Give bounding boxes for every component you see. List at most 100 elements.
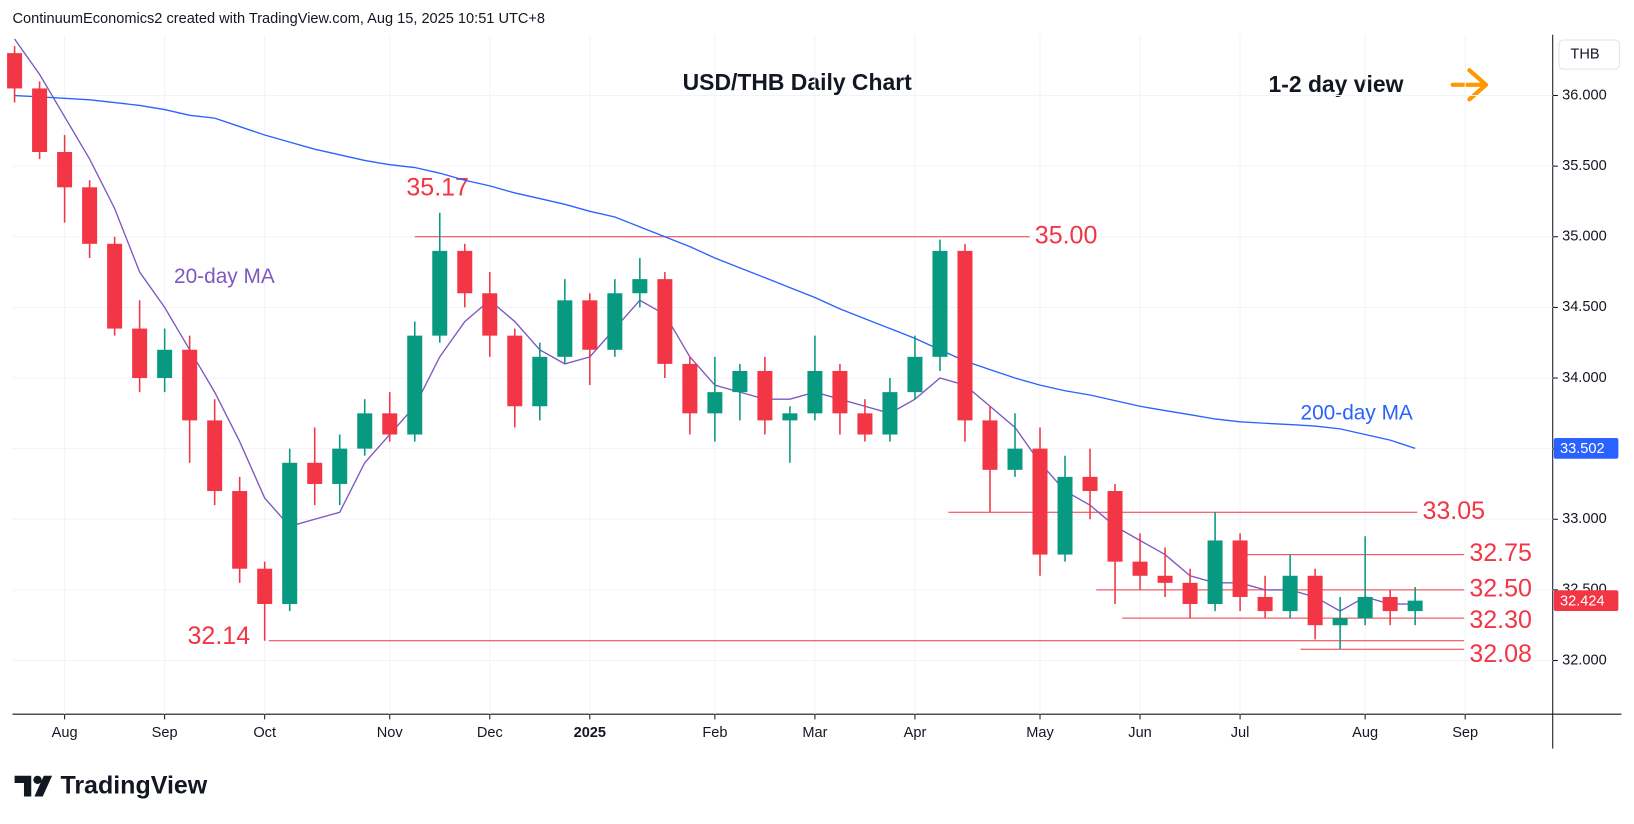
x-tick-label: Oct [253, 725, 276, 741]
level-label: 32.50 [1469, 575, 1532, 603]
level-label: 33.05 [1422, 497, 1485, 525]
logo-text: TradingView [60, 772, 207, 800]
candle-body [332, 448, 348, 484]
candle-body [982, 420, 998, 470]
x-tick-label: May [1026, 725, 1054, 741]
candle-body [1057, 476, 1073, 555]
candle-body [282, 462, 298, 605]
candle-body [382, 413, 398, 435]
x-tick-label: Aug [52, 725, 78, 741]
level-label: 35.00 [1035, 221, 1098, 249]
candle-body [1307, 575, 1323, 626]
candle-body [157, 349, 173, 379]
candle-body [1282, 575, 1298, 612]
x-tick-label: Apr [904, 725, 927, 741]
y-tick-label: 33.000 [1562, 511, 1607, 527]
legend-label: 20-day MA [174, 265, 275, 288]
candle-body [1082, 476, 1098, 492]
candle-body [107, 243, 123, 329]
x-tick-label: 2025 [574, 725, 606, 741]
last-price-tag: 32.424 [1560, 594, 1605, 610]
x-tick-label: Mar [802, 725, 827, 741]
ma-line [14, 94, 1416, 450]
ma-price-tag-box [1553, 437, 1619, 459]
y-tick-label: 36.000 [1562, 87, 1607, 103]
annotation: 35.17 [406, 173, 469, 201]
candle-body [57, 152, 73, 188]
candle-body [882, 392, 898, 435]
candle-body [1132, 561, 1148, 576]
candle-body [257, 568, 273, 605]
candle-body [607, 293, 623, 350]
grid [12, 34, 1553, 715]
candle-body [1407, 600, 1423, 612]
candle-body [1382, 596, 1398, 612]
candle-body [807, 370, 823, 414]
candle-body [32, 88, 48, 153]
candle-body [1232, 540, 1248, 597]
candle-body [307, 462, 323, 484]
candle-body [507, 335, 523, 407]
level-label: 32.30 [1469, 606, 1532, 634]
logo: TradingView [14, 772, 208, 800]
candle-body [682, 363, 698, 414]
x-tick-label: Aug [1352, 725, 1378, 741]
candle-body [232, 491, 248, 569]
candle-body [1157, 575, 1173, 583]
candle-body [857, 413, 873, 435]
header: ContinuumEconomics2 created with Trading… [13, 11, 546, 27]
candle-body [482, 293, 498, 336]
candle-body [1357, 596, 1373, 619]
candle-body [457, 250, 473, 294]
currency: THB [1570, 46, 1599, 62]
candle-body [632, 279, 648, 294]
candle-body [1182, 582, 1198, 605]
candle-body [657, 279, 673, 364]
candle-body [1332, 618, 1348, 626]
candle-body [407, 335, 423, 435]
level-label: 32.14 [188, 622, 251, 650]
y-tick-label: 35.000 [1562, 229, 1607, 245]
candle-body [82, 187, 98, 244]
arrow [1450, 68, 1489, 102]
x-tick-label: Nov [377, 725, 404, 741]
candle-body [1107, 491, 1123, 562]
level-label: 32.75 [1469, 539, 1532, 567]
y-tick-label: 35.500 [1562, 158, 1607, 174]
ma-price-tag: 33.502 [1560, 441, 1605, 457]
candle-body [707, 392, 723, 414]
x-tick-label: Feb [702, 725, 727, 741]
candle-body [207, 420, 223, 492]
candle-body [532, 356, 548, 407]
candle-body [182, 349, 198, 421]
candle-body [932, 250, 948, 357]
view-label: 1-2 day view [1268, 71, 1403, 97]
candle-body [907, 356, 923, 393]
candle-body [957, 250, 973, 421]
x-tick-label: Dec [477, 725, 503, 741]
candle-body [1032, 448, 1048, 555]
x-tick-label: Jul [1231, 725, 1250, 741]
chart-title: USD/THB Daily Chart [683, 69, 912, 95]
candle-body [557, 300, 573, 357]
y-tick-label: 32.000 [1562, 652, 1607, 668]
candle-body [582, 300, 598, 350]
candle-body [782, 413, 798, 421]
candle-body [832, 370, 848, 414]
last-price-tag-box [1553, 590, 1619, 612]
candle-body [1007, 448, 1023, 470]
x-tick-label: Sep [152, 725, 178, 741]
candle-body [132, 328, 148, 379]
candle-body [1207, 540, 1223, 605]
legend-label: 200-day MA [1301, 402, 1413, 425]
y-tick-label: 34.000 [1562, 370, 1607, 386]
currency-box [1558, 39, 1620, 70]
y-tick-label: 34.500 [1562, 299, 1607, 315]
x-tick-label: Sep [1452, 725, 1478, 741]
x-tick-label: Jun [1128, 725, 1152, 741]
candle-body [732, 370, 748, 393]
candle-body [1257, 596, 1273, 612]
level-label: 32.08 [1469, 640, 1532, 668]
candle-body [432, 250, 448, 336]
